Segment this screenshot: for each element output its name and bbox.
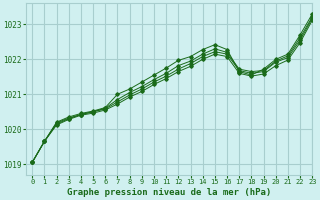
X-axis label: Graphe pression niveau de la mer (hPa): Graphe pression niveau de la mer (hPa)	[67, 188, 271, 197]
